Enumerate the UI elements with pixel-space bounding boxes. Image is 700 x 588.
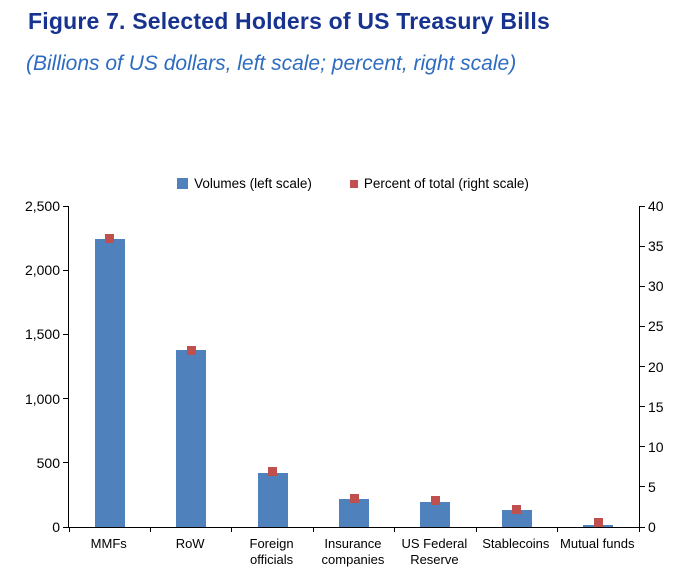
left-axis-tick-label: 1,000 [24, 390, 60, 407]
right-axis-tick-label: 5 [648, 478, 656, 495]
bar-us-federal-reserve [420, 501, 451, 527]
figure-title: Figure 7. Selected Holders of US Treasur… [28, 8, 550, 34]
left-axis-tick [63, 333, 69, 335]
percent-marker-row [186, 345, 196, 355]
right-axis-tick-label: 0 [648, 519, 656, 535]
percent-marker-us-federal-reserve [430, 496, 440, 506]
left-axis-tick [63, 462, 69, 464]
left-axis-tick-label: 500 [36, 454, 60, 471]
category-label-row: RoW [175, 536, 205, 551]
percent-marker-mutual-funds [593, 518, 603, 528]
right-axis-tick [639, 285, 645, 287]
right-axis-tick-label: 35 [648, 238, 664, 255]
right-axis-tick-label: 25 [648, 318, 664, 335]
right-axis-tick-label: 40 [648, 198, 664, 214]
percent-marker-stablecoins [512, 504, 522, 514]
bar-stablecoins [501, 509, 532, 527]
left-axis-tick [63, 269, 69, 271]
left-axis-tick-label: 0 [52, 519, 60, 535]
x-axis-tick [312, 527, 314, 532]
chart-legend: Volumes (left scale) Percent of total (ri… [68, 176, 638, 191]
category-label-mmfs: MMFs [90, 536, 127, 551]
right-axis-tick [639, 526, 645, 528]
percent-marker-foreign-officials [268, 467, 278, 477]
right-axis-tick-label: 15 [648, 398, 664, 415]
left-axis-tick [63, 205, 69, 207]
right-axis-labels: 0 5 10 15 20 25 30 35 40 [648, 198, 696, 535]
x-axis-tick [557, 527, 559, 532]
legend-label: Percent of total (right scale) [363, 176, 529, 191]
x-axis-tick [475, 527, 477, 532]
right-axis-tick-label: 10 [648, 438, 664, 455]
right-axis-tick-label: 30 [648, 278, 664, 295]
left-axis-tick [63, 398, 69, 400]
category-label-foreign-officials: Foreign officials [249, 536, 294, 568]
right-axis-tick [639, 325, 645, 327]
bar-mmfs [94, 239, 125, 527]
right-axis-tick [639, 406, 645, 408]
x-axis-tick [149, 527, 151, 532]
right-axis-tick [639, 205, 645, 207]
plot-area [63, 205, 645, 532]
left-axis-tick-label: 1,500 [24, 326, 60, 343]
legend-marker-swatch [349, 179, 358, 188]
percent-marker-mmfs [105, 233, 115, 243]
category-label-insurance-companies: Insurance companies [321, 536, 385, 568]
x-axis-tick [68, 527, 70, 532]
x-axis-tick [231, 527, 233, 532]
bar-row [176, 349, 207, 527]
left-axis-tick [63, 526, 69, 528]
legend-item-percent-of-total-right-scale: Percent of total (right scale) [349, 176, 529, 191]
left-axis-tick-label: 2,000 [24, 262, 60, 279]
right-axis-tick-label: 20 [648, 358, 664, 375]
right-axis-tick [639, 366, 645, 367]
category-label-stablecoins: Stablecoins [482, 536, 550, 551]
legend-bar-swatch [177, 178, 189, 189]
left-axis-labels: 0 500 1,000 1,500 2,000 2,500 [0, 198, 60, 535]
legend-item-volumes-left-scale: Volumes (left scale) [177, 176, 312, 191]
right-axis-tick [639, 486, 645, 488]
right-axis-tick [639, 446, 645, 448]
x-axis-tick [394, 527, 396, 532]
category-label-us-federal-reserve: US Federal Reserve [401, 536, 468, 568]
bar-insurance-companies [339, 499, 369, 527]
x-axis-tick [638, 527, 640, 532]
legend-label: Volumes (left scale) [194, 176, 312, 191]
bar-foreign-officials [257, 473, 288, 527]
right-axis-tick [639, 245, 645, 247]
left-axis-tick-label: 2,500 [24, 198, 60, 214]
x-axis-category-labels: MMFs RoW Foreign officials Insurance compan… [68, 536, 638, 569]
category-label-mutual-funds: Mutual funds [560, 536, 635, 551]
percent-marker-insurance-companies [349, 493, 359, 503]
figure-subtitle: (Billions of US dollars, left scale; per… [26, 52, 517, 75]
